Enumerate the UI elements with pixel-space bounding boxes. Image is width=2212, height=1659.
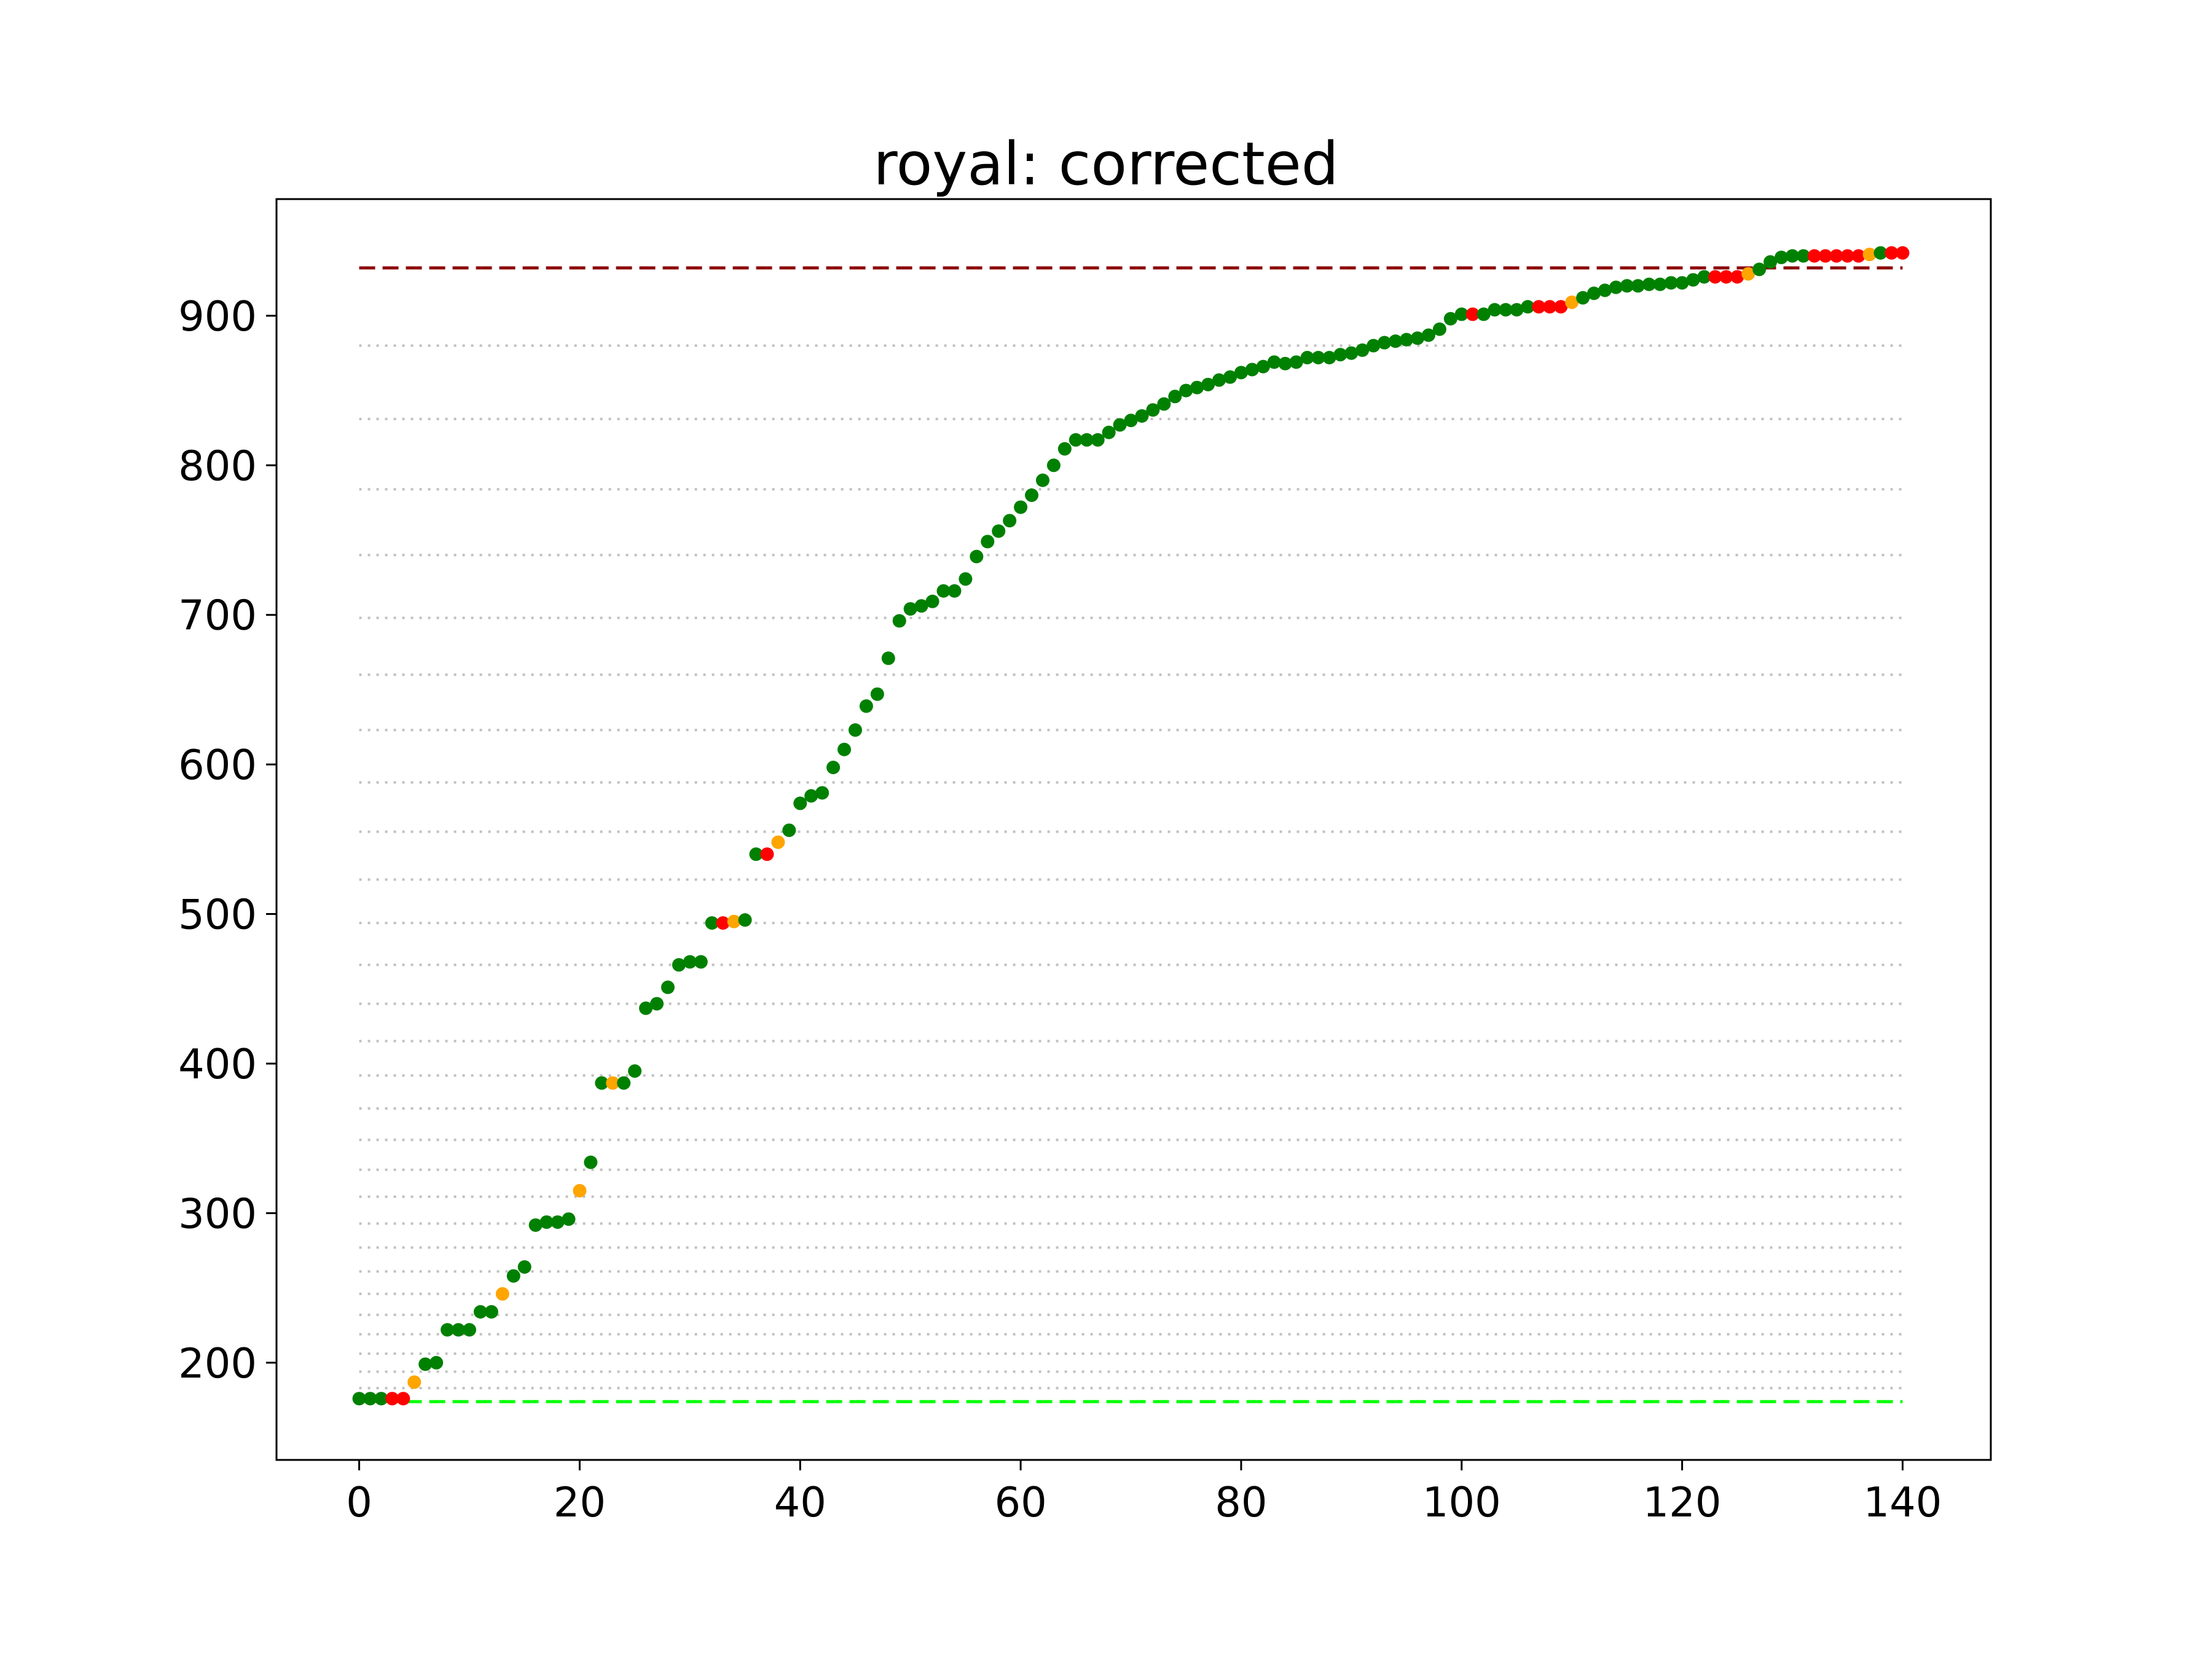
y-tick-label: 200 bbox=[178, 1339, 257, 1387]
data-point bbox=[860, 699, 873, 713]
y-tick-label: 700 bbox=[178, 592, 257, 640]
x-tick-label: 40 bbox=[774, 1478, 826, 1526]
y-tick-label: 800 bbox=[178, 442, 257, 490]
x-tick-label: 100 bbox=[1422, 1478, 1501, 1526]
data-point bbox=[947, 584, 961, 598]
guide-lines bbox=[359, 346, 1903, 1389]
data-point bbox=[485, 1305, 498, 1319]
data-point bbox=[815, 786, 829, 799]
reference-lines bbox=[359, 268, 1903, 1402]
data-point bbox=[1025, 488, 1038, 502]
data-point bbox=[893, 614, 906, 627]
data-point bbox=[981, 535, 994, 548]
data-point bbox=[793, 796, 807, 810]
data-point bbox=[760, 847, 774, 861]
y-tick-label: 300 bbox=[178, 1190, 257, 1237]
data-point bbox=[617, 1077, 630, 1090]
x-tick-label: 80 bbox=[1215, 1478, 1267, 1526]
y-tick-label: 600 bbox=[178, 741, 257, 789]
data-point bbox=[1102, 426, 1116, 439]
data-point bbox=[518, 1260, 531, 1274]
data-point bbox=[970, 550, 983, 563]
data-point bbox=[1091, 433, 1105, 447]
chart-title: royal: corrected bbox=[873, 130, 1338, 198]
data-point bbox=[882, 651, 895, 665]
data-point bbox=[661, 981, 675, 994]
data-point bbox=[1014, 500, 1027, 514]
data-point bbox=[1752, 262, 1766, 276]
data-point bbox=[507, 1269, 520, 1283]
x-axis: 0 20 40 60 80 100 120 140 bbox=[346, 1460, 1942, 1526]
y-tick-label: 900 bbox=[178, 292, 257, 340]
data-point bbox=[992, 524, 1005, 538]
x-tick-label: 140 bbox=[1864, 1478, 1942, 1526]
y-axis: 200 300 400 500 600 700 800 900 bbox=[178, 292, 276, 1387]
data-point bbox=[396, 1392, 410, 1405]
data-point bbox=[739, 913, 752, 927]
data-point bbox=[1003, 514, 1016, 527]
data-point bbox=[959, 572, 972, 586]
data-point bbox=[871, 688, 884, 701]
x-tick-label: 60 bbox=[994, 1478, 1046, 1526]
data-point bbox=[650, 997, 664, 1011]
data-point bbox=[584, 1156, 597, 1169]
data-point bbox=[849, 723, 862, 737]
data-point bbox=[837, 743, 851, 756]
data-point bbox=[573, 1184, 586, 1198]
data-point bbox=[407, 1375, 421, 1389]
data-point bbox=[1036, 474, 1049, 487]
data-point bbox=[1157, 397, 1171, 410]
data-point bbox=[1433, 323, 1446, 336]
x-tick-label: 20 bbox=[554, 1478, 606, 1526]
data-point bbox=[926, 595, 939, 608]
y-tick-label: 500 bbox=[178, 891, 257, 939]
data-point bbox=[562, 1212, 575, 1226]
data-point bbox=[429, 1356, 443, 1370]
data-point bbox=[771, 836, 785, 849]
data-point bbox=[496, 1287, 509, 1301]
data-point bbox=[1047, 458, 1061, 472]
data-point bbox=[694, 955, 708, 968]
data-point bbox=[463, 1323, 476, 1336]
x-tick-label: 120 bbox=[1643, 1478, 1722, 1526]
data-point bbox=[628, 1064, 641, 1078]
x-tick-label: 0 bbox=[346, 1478, 372, 1526]
data-point bbox=[1058, 442, 1072, 456]
data-point bbox=[826, 761, 840, 774]
y-tick-label: 400 bbox=[178, 1040, 257, 1088]
data-point bbox=[1896, 246, 1909, 260]
data-point bbox=[782, 823, 796, 837]
